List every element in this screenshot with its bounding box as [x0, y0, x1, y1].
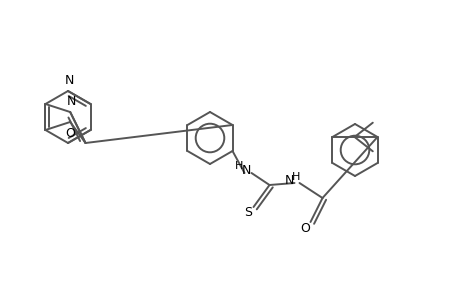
Text: N: N	[284, 175, 294, 188]
Text: H: H	[235, 161, 243, 171]
Text: H: H	[291, 172, 300, 182]
Text: N: N	[64, 74, 73, 87]
Text: O: O	[300, 221, 310, 235]
Text: S: S	[244, 206, 252, 220]
Text: N: N	[241, 164, 251, 178]
Text: N: N	[67, 95, 76, 108]
Text: O: O	[65, 127, 75, 140]
